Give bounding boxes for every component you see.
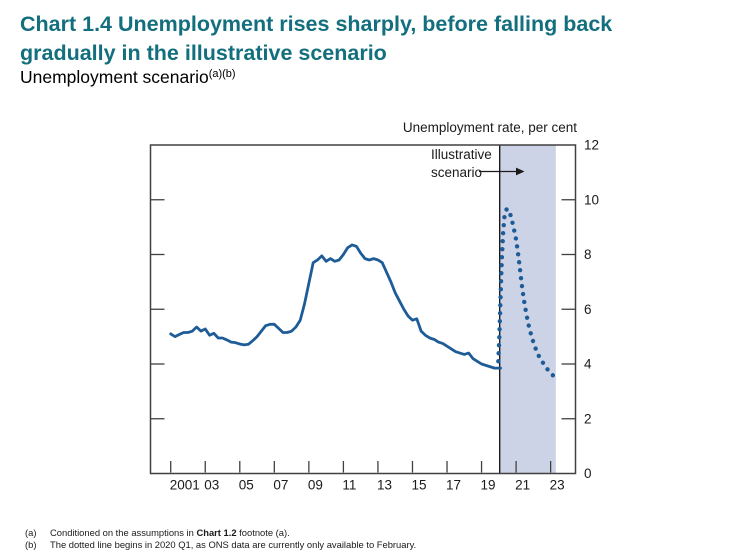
footnote-b-text: The dotted line begins in 2020 Q1, as ON… [50, 539, 417, 551]
y-tick-label: 4 [584, 357, 592, 372]
scenario-annotation: Illustrative scenario [431, 146, 492, 181]
x-tick-label: 17 [446, 478, 461, 493]
footnote-b-marker: (b) [25, 539, 37, 551]
y-tick-label: 10 [584, 192, 599, 207]
chart-subtitle-text: Unemployment scenario [20, 67, 209, 87]
x-tick-label: 15 [411, 478, 426, 493]
chart-subtitle-footnote-refs: (a)(b) [208, 68, 236, 80]
page-title: Chart 1.4 Unemployment rises sharply, be… [20, 10, 720, 67]
footnote-a-marker: (a) [25, 527, 37, 538]
x-tick-label: 23 [550, 478, 565, 493]
chart-number: Chart 1.4 [20, 12, 113, 36]
x-tick-label: 19 [481, 478, 496, 493]
chart-title-line2: gradually in the illustrative scenario [20, 40, 387, 65]
chart-title-line1: Unemployment rises sharply, before falli… [112, 12, 613, 36]
footnote-a: (a) Conditioned on the assumptions in Ch… [25, 527, 416, 539]
x-tick-label: 03 [204, 478, 219, 493]
x-tick-label: 07 [273, 478, 288, 493]
scenario-annotation-line2: scenario [431, 164, 483, 180]
annotation-arrowhead [516, 167, 525, 176]
scenario-dotted-line [496, 207, 557, 379]
footnote-a-text: Conditioned on the assumptions in Chart … [50, 527, 290, 538]
footnote-b: (b) The dotted line begins in 2020 Q1, a… [25, 539, 416, 551]
x-tick-label: 09 [308, 478, 323, 493]
historical-unemployment-line [169, 243, 502, 370]
chart-subtitle: Unemployment scenario(a)(b) [20, 67, 236, 88]
y-tick-label: 8 [584, 247, 592, 262]
x-tick-label: 21 [515, 478, 530, 493]
y-tick-label: 12 [584, 138, 599, 153]
y-tick-label: 2 [584, 411, 592, 426]
x-tick-label: 13 [377, 478, 392, 493]
footnotes: (a) Conditioned on the assumptions in Ch… [25, 527, 416, 552]
x-tick-label: 11 [342, 478, 356, 493]
y-axis-title: Unemployment rate, per cent [402, 120, 577, 135]
scenario-shaded-region [499, 145, 556, 474]
x-tick-label: 2001 [170, 478, 200, 493]
y-tick-label: 6 [584, 302, 592, 317]
scenario-annotation-line1: Illustrative [431, 147, 492, 162]
y-tick-label: 0 [584, 466, 592, 481]
x-tick-label: 05 [239, 478, 254, 493]
